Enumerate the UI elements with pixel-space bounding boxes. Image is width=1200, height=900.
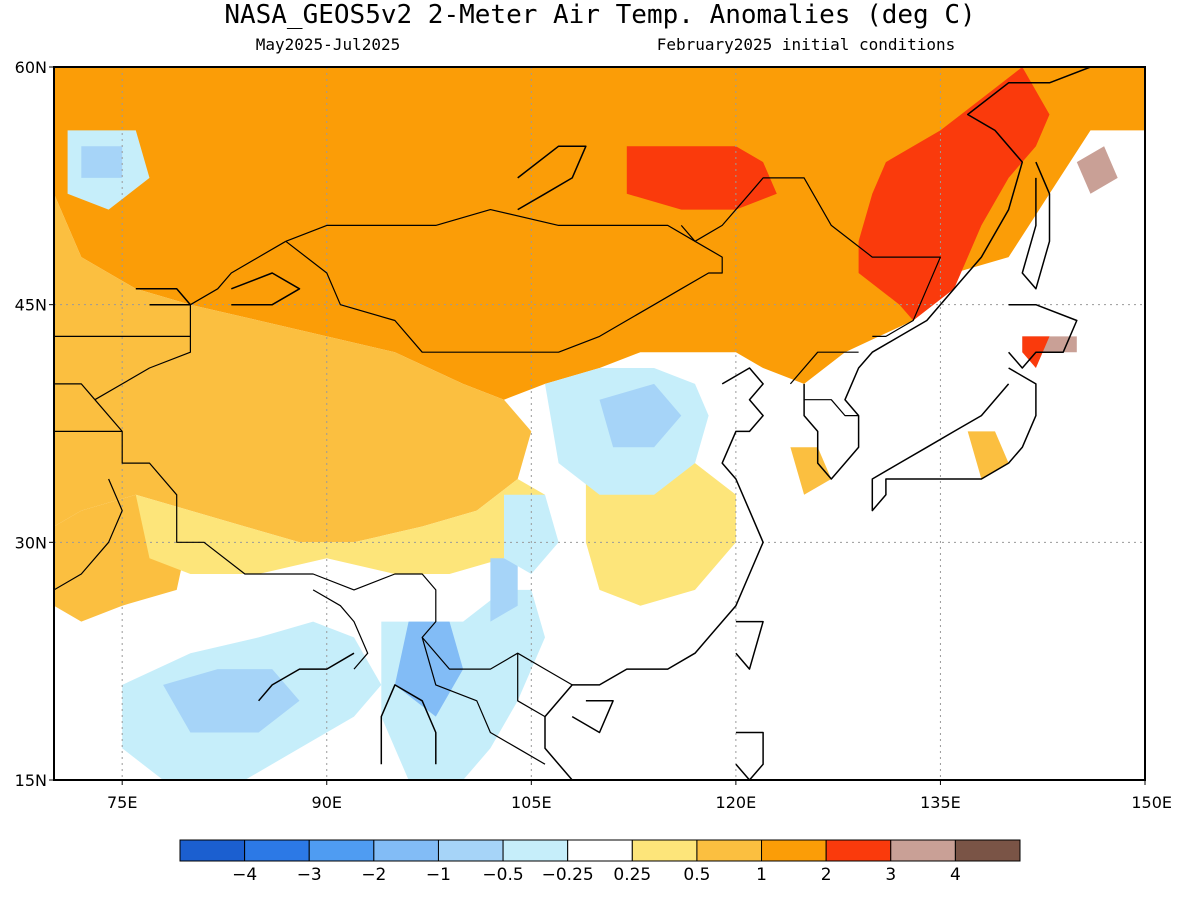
anomaly-region-21	[490, 558, 518, 622]
colorbar-swatch-2	[308, 839, 375, 862]
colorbar-label-6: 0.25	[613, 865, 651, 885]
country-borders	[54, 177, 942, 765]
colorbar-swatch-7	[631, 839, 698, 862]
coastline-2	[1021, 161, 1051, 290]
anomaly-region-6	[54, 193, 532, 543]
border-8	[312, 589, 369, 670]
colorbar-swatch-12	[954, 839, 1021, 862]
lon-tick-label-5: 150E	[1131, 793, 1172, 812]
anomaly-region-14	[81, 146, 123, 178]
colorbar-label-4: −0.5	[482, 865, 523, 885]
coastline-12	[135, 288, 192, 306]
colorbar-label-5: −0.25	[542, 865, 594, 885]
border-7	[54, 478, 123, 591]
lon-tick-label-4: 135E	[920, 793, 961, 812]
colorbar-swatch-1	[244, 839, 310, 862]
longitude-ticks: 75E 90E 105E 120E 135E 150E	[107, 780, 1172, 812]
colorbar-label-0: −4	[232, 865, 257, 885]
colorbar-label-10: 3	[885, 865, 896, 885]
colorbar-swatch-5	[502, 839, 569, 862]
border-2	[94, 240, 287, 401]
lon-tick-label-1: 90E	[312, 793, 342, 812]
colorbar-swatch-4	[437, 839, 504, 862]
anomaly-region-16	[599, 383, 682, 448]
anomaly-region-11	[790, 447, 832, 495]
coastline-9	[258, 652, 355, 702]
colorbar-swatch-6	[567, 839, 633, 862]
subtitle-period: May2025-Jul2025	[256, 35, 401, 54]
border-9	[421, 637, 546, 765]
colorbar-swatch-0	[179, 839, 246, 862]
border-11	[789, 351, 859, 385]
coastline-5	[735, 620, 764, 670]
lat-tick-label-2: 45N	[15, 296, 47, 315]
colorbar-label-9: 2	[821, 865, 832, 885]
border-1	[285, 225, 723, 353]
colorbar-label-3: −1	[426, 865, 451, 885]
coastline-10	[517, 145, 587, 211]
map-panel	[54, 67, 1145, 780]
lat-tick-label-3: 60N	[15, 58, 47, 77]
colorbar-label-8: 1	[756, 865, 767, 885]
anomaly-region-10	[585, 463, 736, 606]
anomaly-region-22	[504, 494, 559, 574]
anomaly-shading	[54, 67, 1145, 780]
border-3	[94, 399, 573, 686]
coastline-6	[571, 700, 614, 734]
lon-tick-label-0: 75E	[107, 793, 137, 812]
colorbar-label-7: 0.5	[683, 865, 710, 885]
coastline-11	[231, 272, 301, 306]
lat-tick-label-1: 30N	[15, 533, 47, 552]
coastline-8	[380, 684, 437, 765]
colorbar-swatch-8	[696, 839, 763, 862]
coastline-3	[1008, 303, 1078, 369]
colorbar-swatch-10	[825, 839, 892, 862]
coastline-7	[735, 731, 764, 780]
colorbar-label-2: −2	[361, 865, 386, 885]
colorbar-swatch-9	[761, 839, 827, 862]
border-10	[517, 653, 546, 718]
anomaly-region-12	[967, 431, 1009, 479]
coastline-1	[803, 67, 1091, 480]
anomaly-region-3	[1076, 146, 1118, 194]
anomaly-region-20	[394, 621, 464, 717]
anomaly-region-2	[626, 146, 777, 210]
lat-tick-label-0: 15N	[15, 771, 47, 790]
map-frame	[53, 66, 1146, 781]
colorbar-swatch-11	[890, 839, 956, 862]
anomaly-region-18	[163, 669, 300, 733]
anomaly-region-0	[54, 67, 1145, 400]
coastline-4	[871, 367, 1037, 512]
lon-tick-label-3: 120E	[716, 793, 757, 812]
colorbar-label-1: −3	[297, 865, 322, 885]
colorbar-swatch-3	[373, 839, 439, 862]
figure-title: NASA_GEOS5v2 2-Meter Air Temp. Anomalies…	[224, 0, 975, 30]
anomaly-region-8	[135, 479, 546, 574]
colorbar: −4 −3 −2 −1 −0.5 −0.25 0.25 0.5 1 2 3 4	[179, 839, 1021, 885]
lon-tick-label-2: 105E	[511, 793, 552, 812]
coastline-0	[544, 367, 764, 780]
border-5	[54, 383, 96, 401]
coastlines	[135, 67, 1091, 780]
border-12	[804, 399, 859, 417]
subtitle-initial-conditions: February2025 initial conditions	[657, 35, 956, 54]
colorbar-label-11: 4	[950, 865, 961, 885]
border-0	[285, 177, 942, 337]
latitude-ticks: 15N 30N 45N 60N	[15, 58, 54, 790]
